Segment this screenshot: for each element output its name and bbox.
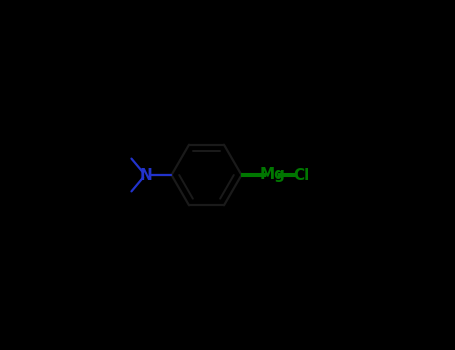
Text: Mg: Mg	[259, 168, 285, 182]
Text: N: N	[140, 168, 153, 182]
Text: Cl: Cl	[293, 168, 309, 182]
